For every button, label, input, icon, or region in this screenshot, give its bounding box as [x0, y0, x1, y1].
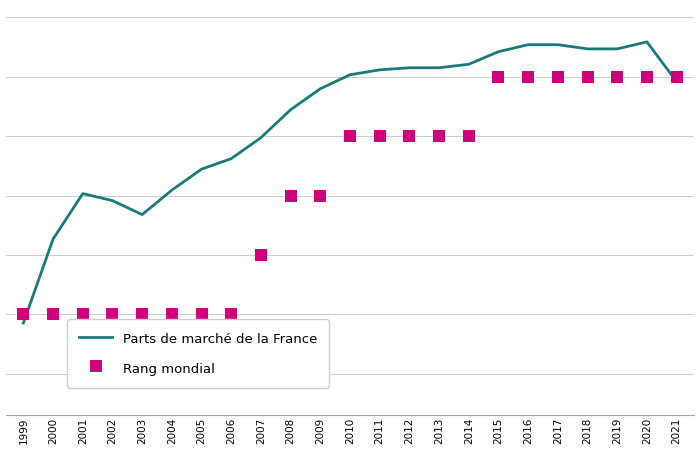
Legend: Parts de marché de la France, Rang mondial: Parts de marché de la France, Rang mondi…	[67, 319, 329, 388]
